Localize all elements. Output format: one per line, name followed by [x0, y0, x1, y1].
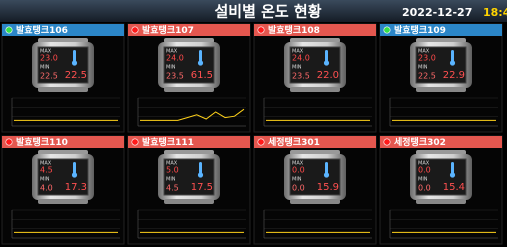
thermometer	[325, 162, 328, 174]
tank-bottom	[290, 199, 340, 204]
status-dot	[384, 27, 390, 33]
thermometer-bulb	[198, 172, 203, 177]
page-title: 설비별 온도 현황	[214, 3, 321, 21]
max-value: 23.0	[40, 54, 58, 63]
current-value: 15.9	[317, 182, 339, 193]
dashboard: 설비별 온도 현황 2022-12-27 18:4 발효탱크106MAX23.0…	[0, 0, 507, 247]
min-value: 0.0	[418, 184, 431, 193]
max-value: 0.0	[418, 166, 431, 175]
thermometer-bulb	[72, 60, 77, 65]
min-label: MIN	[166, 177, 176, 183]
max-value: 0.0	[292, 166, 305, 175]
min-value: 4.0	[40, 184, 53, 193]
panel-name: 세정탱크301	[268, 136, 320, 148]
thermometer-bulb	[450, 60, 455, 65]
tank-bottom	[164, 87, 214, 92]
thermometer-bulb	[72, 172, 77, 177]
status-dot	[6, 27, 12, 33]
thermometer	[199, 162, 202, 174]
max-value: 24.0	[166, 54, 184, 63]
min-label: MIN	[292, 65, 302, 71]
min-value: 0.0	[292, 184, 305, 193]
status-dot	[384, 139, 390, 145]
thermometer	[451, 50, 454, 62]
thermometer	[73, 162, 76, 174]
max-value: 23.0	[418, 54, 436, 63]
panel-name: 발효탱크111	[142, 136, 194, 148]
min-value: 22.5	[40, 72, 58, 81]
status-dot	[258, 27, 264, 33]
min-label: MIN	[418, 177, 428, 183]
tank-bottom	[416, 87, 466, 92]
current-value: 15.4	[443, 182, 465, 193]
min-label: MIN	[40, 65, 50, 71]
panel: 세정탱크301MAX0.0MIN0.015.9	[254, 136, 376, 244]
tank-bottom	[290, 87, 340, 92]
status-dot	[258, 139, 264, 145]
min-value: 4.5	[166, 184, 179, 193]
time: 18:4	[483, 6, 507, 19]
min-label: MIN	[166, 65, 176, 71]
current-value: 61.5	[191, 70, 213, 81]
panel-name: 발효탱크107	[142, 24, 194, 36]
min-label: MIN	[418, 65, 428, 71]
thermometer-bulb	[450, 172, 455, 177]
min-value: 22.5	[418, 72, 436, 81]
thermometer	[451, 162, 454, 174]
thermometer	[325, 50, 328, 62]
panel-name: 세정탱크302	[394, 136, 446, 148]
thermometer-bulb	[198, 60, 203, 65]
tank-bottom	[38, 87, 88, 92]
status-dot	[132, 139, 138, 145]
min-value: 23.5	[292, 72, 310, 81]
thermometer-bulb	[324, 60, 329, 65]
current-value: 17.5	[191, 182, 213, 193]
panel-name: 발효탱크106	[16, 24, 68, 36]
max-value: 5.0	[166, 166, 179, 175]
min-value: 23.5	[166, 72, 184, 81]
current-value: 22.0	[317, 70, 339, 81]
current-value: 22.5	[65, 70, 87, 81]
min-label: MIN	[40, 177, 50, 183]
tank-bottom	[164, 199, 214, 204]
thermometer	[199, 50, 202, 62]
min-label: MIN	[292, 177, 302, 183]
panel: 발효탱크109MAX23.0MIN22.522.9	[380, 24, 502, 132]
thermometer-bulb	[324, 172, 329, 177]
status-dot	[132, 27, 138, 33]
panel-name: 발효탱크108	[268, 24, 320, 36]
status-dot	[6, 139, 12, 145]
panel: 발효탱크111MAX5.0MIN4.517.5	[128, 136, 250, 244]
max-value: 24.0	[292, 54, 310, 63]
panel-name: 발효탱크110	[16, 136, 68, 148]
current-value: 22.9	[443, 70, 465, 81]
panel-name: 발효탱크109	[394, 24, 446, 36]
max-value: 4.5	[40, 166, 53, 175]
tank-bottom	[416, 199, 466, 204]
tank-bottom	[38, 199, 88, 204]
date: 2022-12-27	[402, 6, 472, 19]
thermometer	[73, 50, 76, 62]
current-value: 17.3	[65, 182, 87, 193]
